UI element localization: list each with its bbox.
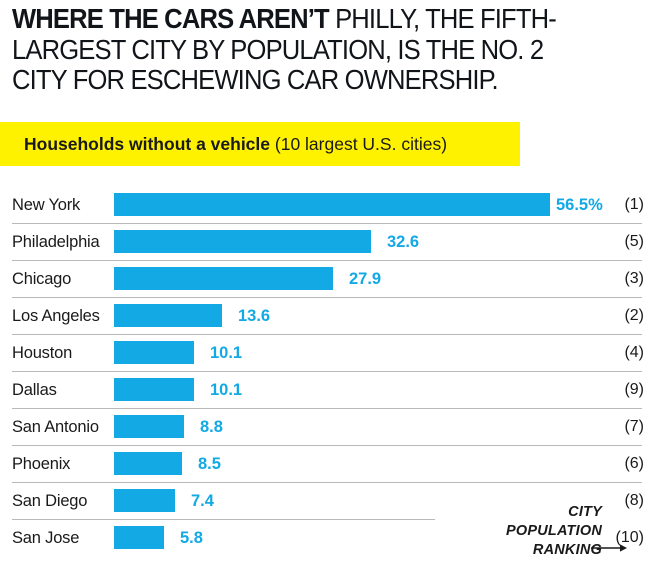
chart-row: Los Angeles 13.6 (2) xyxy=(0,297,654,334)
value-bar xyxy=(114,230,371,253)
value-bar xyxy=(114,415,184,438)
chart-row: San Diego 7.4 (8) xyxy=(0,482,654,519)
population-rank-label: (10) xyxy=(615,529,644,546)
population-rank-label: (8) xyxy=(624,492,644,509)
value-label: 10.1 xyxy=(210,381,243,399)
population-rank-label: (6) xyxy=(624,455,644,472)
headline-rest: PHILLY, THE FIFTH-LARGEST CITY BY POPULA… xyxy=(12,3,557,95)
arrow-right-icon xyxy=(591,544,627,552)
page-title: WHERE THE CARS AREN’T PHILLY, THE FIFTH-… xyxy=(12,3,603,96)
population-rank-label: (5) xyxy=(624,233,644,250)
population-rank-label: (1) xyxy=(624,196,644,213)
row-divider xyxy=(12,482,642,483)
value-bar xyxy=(114,489,175,512)
city-label: San Antonio xyxy=(12,418,99,436)
chart-title-banner: Households without a vehicle (10 largest… xyxy=(0,122,520,166)
city-label: San Jose xyxy=(12,529,80,547)
value-label: 5.8 xyxy=(180,529,203,547)
value-label: 27.9 xyxy=(349,270,382,288)
chart-row: Philadelphia 32.6 (5) xyxy=(0,223,654,260)
value-bar xyxy=(114,193,550,216)
value-bar xyxy=(114,378,194,401)
population-rank-label: (7) xyxy=(624,418,644,435)
row-divider xyxy=(12,223,642,224)
chart-row: Houston 10.1 (4) xyxy=(0,334,654,371)
chart-title-main: Households without a vehicle xyxy=(24,134,271,154)
chart-row: San Antonio 8.8 (7) xyxy=(0,408,654,445)
chart-row: San Jose 5.8 (10) xyxy=(0,519,654,556)
headline-lead: WHERE THE CARS AREN’T xyxy=(12,3,330,34)
row-divider xyxy=(12,260,642,261)
population-rank-label: (2) xyxy=(624,307,644,324)
city-label: Houston xyxy=(12,344,73,362)
value-label: 10.1 xyxy=(210,344,243,362)
value-label: 8.5 xyxy=(198,455,221,473)
row-divider xyxy=(12,334,642,335)
population-rank-label: (9) xyxy=(624,381,644,398)
city-label: San Diego xyxy=(12,492,88,510)
row-divider xyxy=(12,371,642,372)
city-label: New York xyxy=(12,196,81,214)
value-bar xyxy=(114,267,333,290)
row-divider xyxy=(12,408,642,409)
population-rank-label: (3) xyxy=(624,270,644,287)
value-label: 7.4 xyxy=(191,492,214,510)
bar-chart: New York 56.5% (1) Philadelphia 32.6 (5) Chica… xyxy=(0,186,654,556)
row-divider xyxy=(12,445,642,446)
value-bar xyxy=(114,304,222,327)
value-bar xyxy=(114,452,182,475)
row-divider xyxy=(12,297,642,298)
population-rank-label: (4) xyxy=(624,344,644,361)
chart-row: Chicago 27.9 (3) xyxy=(0,260,654,297)
city-label: Philadelphia xyxy=(12,233,100,251)
chart-row: Phoenix 8.5 (6) xyxy=(0,445,654,482)
chart-row: Dallas 10.1 (9) xyxy=(0,371,654,408)
city-label: Dallas xyxy=(12,381,57,399)
value-bar xyxy=(114,526,164,549)
chart-title-text: Households without a vehicle (10 largest… xyxy=(24,122,447,166)
chart-row: New York 56.5% (1) xyxy=(0,186,654,223)
value-bar xyxy=(114,341,194,364)
city-label: Chicago xyxy=(12,270,72,288)
value-label: 13.6 xyxy=(238,307,271,325)
row-divider xyxy=(12,519,435,520)
value-label: 8.8 xyxy=(200,418,223,436)
value-label: 56.5% xyxy=(556,196,603,214)
city-label: Los Angeles xyxy=(12,307,100,325)
city-label: Phoenix xyxy=(12,455,71,473)
chart-title-sub: (10 largest U.S. cities) xyxy=(270,134,448,154)
value-label: 32.6 xyxy=(387,233,420,251)
